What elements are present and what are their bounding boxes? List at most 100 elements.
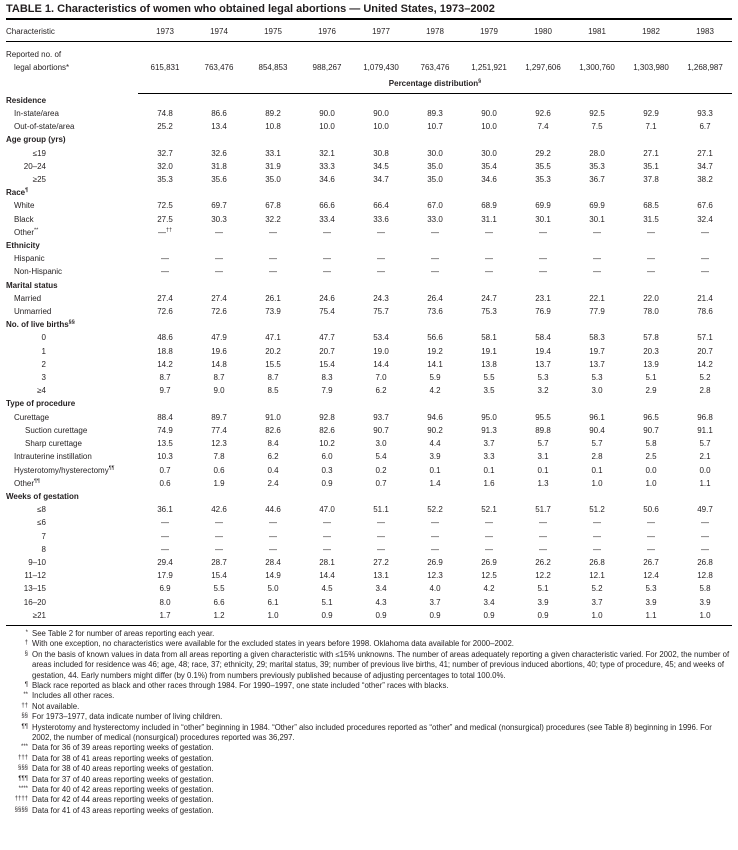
value-cell: 10.2 [319, 439, 335, 449]
value-cell: 6.2 [267, 452, 279, 462]
value-cell: 73.6 [427, 307, 443, 317]
value-cell: 67.8 [265, 201, 281, 211]
value-cell: 12.8 [697, 571, 713, 581]
table-row: 0 48.6 47.9 47.1 47.7 53.4 56.6 58.1 58.4 58.3 57.… [6, 331, 732, 344]
row-label: Other** [14, 227, 39, 237]
value-cell: 68.5 [643, 201, 659, 211]
value-cell: 3.5 [483, 386, 495, 396]
section-header: Race¶ [6, 187, 29, 198]
value-cell: 35.1 [643, 161, 659, 171]
footnote: * See Table 2 for number of areas reporti… [6, 629, 732, 639]
value-cell: 72.6 [211, 307, 227, 317]
value-cell: — [539, 518, 547, 528]
value-cell: 35.3 [535, 175, 551, 185]
value-cell: 96.8 [697, 412, 713, 422]
value-cell: 28.1 [319, 557, 335, 567]
value-cell: 1.9 [213, 478, 225, 488]
footnote: §§§ Data for 38 of 40 areas reporting wee… [6, 764, 732, 774]
footnote: *** Data for 36 of 39 areas reporting wee… [6, 743, 732, 753]
value-cell: 27.4 [157, 293, 173, 303]
value-cell: — [377, 518, 385, 528]
value-cell: 1.3 [537, 478, 549, 488]
value-cell: 0.9 [375, 610, 387, 620]
value-cell: 10.3 [157, 452, 173, 462]
value-cell: 66.6 [319, 201, 335, 211]
value-cell: —†† [157, 227, 173, 237]
value-cell: 30.0 [427, 148, 443, 158]
value-cell: 47.0 [319, 505, 335, 515]
value-cell: 854,853 [258, 63, 288, 73]
value-cell: 77.9 [589, 307, 605, 317]
value-cell: 35.3 [157, 175, 173, 185]
table-row: Unmarried 72.6 72.6 73.9 75.4 75.7 73.6 75.3 76.… [6, 305, 732, 318]
value-cell: 5.9 [429, 373, 441, 383]
row-label: ≤19 [6, 147, 138, 160]
value-cell: 763,476 [420, 63, 450, 73]
value-cell: 0.9 [321, 610, 333, 620]
section-header-row: Residence [6, 93, 732, 107]
value-cell: 4.3 [375, 597, 387, 607]
row-label-text: 13–15 [23, 584, 46, 594]
value-cell: 4.5 [321, 584, 333, 594]
footnote-marker: **** [18, 786, 28, 793]
row-label: 2 [6, 358, 138, 371]
footnote-text: Data for 37 of 40 areas reporting weeks … [32, 774, 214, 784]
footnotes: * See Table 2 for number of areas reporti… [6, 629, 732, 816]
value-cell: 1,079,430 [363, 63, 399, 73]
value-cell: 22.0 [643, 293, 659, 303]
value-cell: 90.7 [643, 425, 659, 435]
value-cell: — [323, 227, 331, 237]
value-cell: — [215, 518, 223, 528]
value-cell: 19.6 [211, 346, 227, 356]
value-cell: 1.1 [645, 610, 657, 620]
value-cell: — [269, 227, 277, 237]
value-cell: — [215, 267, 223, 277]
value-cell: — [161, 544, 169, 554]
value-cell: 95.5 [535, 412, 551, 422]
value-cell: 2.1 [699, 452, 711, 462]
value-cell: 4.2 [483, 584, 495, 594]
value-cell: 7.9 [321, 386, 333, 396]
value-cell: 22.1 [589, 293, 605, 303]
value-cell: — [215, 227, 223, 237]
value-cell: 7.8 [213, 452, 225, 462]
value-cell: 6.7 [699, 122, 711, 132]
value-cell: 47.1 [265, 333, 281, 343]
reported-abortions-row: Reported no. of legal abortions* 615,831 76… [6, 42, 732, 75]
column-header-year: 1976 [300, 20, 354, 43]
row-label-text: 1 [41, 346, 46, 356]
value-cell: 2.5 [645, 452, 657, 462]
value-cell: — [161, 531, 169, 541]
value-cell: — [647, 518, 655, 528]
value-cell: 20.2 [265, 346, 281, 356]
value-cell: 23.1 [535, 293, 551, 303]
value-cell: 27.1 [643, 148, 659, 158]
value-cell: — [269, 267, 277, 277]
value-cell: 13.1 [373, 571, 389, 581]
value-cell: — [323, 518, 331, 528]
value-cell: — [593, 531, 601, 541]
value-cell: 69.9 [589, 201, 605, 211]
value-cell: 35.4 [481, 161, 497, 171]
section-header: No. of live births§§ [6, 319, 75, 330]
value-cell: 96.1 [589, 412, 605, 422]
row-label: 11–12 [6, 569, 138, 582]
value-cell: 10.0 [373, 122, 389, 132]
table-body: Characteristic 1973 1974 1975 1976 1977 1978 19… [6, 20, 732, 622]
value-cell: 615,831 [150, 63, 180, 73]
row-label-text: ≤8 [37, 505, 46, 515]
value-cell: 14.1 [427, 359, 443, 369]
value-cell: — [431, 227, 439, 237]
reported-label-line2: legal abortions* [14, 63, 70, 73]
value-cell: 14.4 [373, 359, 389, 369]
value-cell: 47.7 [319, 333, 335, 343]
value-cell: 82.6 [265, 425, 281, 435]
value-cell: 1.2 [213, 610, 225, 620]
footnote-marker: † [24, 640, 28, 647]
value-cell: 10.0 [481, 122, 497, 132]
value-cell: 0.9 [321, 478, 333, 488]
row-label: 16–20 [6, 596, 138, 609]
footnote-marker: ††† [17, 754, 28, 761]
value-cell: 5.3 [537, 373, 549, 383]
footnote-marker: §§ [21, 713, 28, 720]
